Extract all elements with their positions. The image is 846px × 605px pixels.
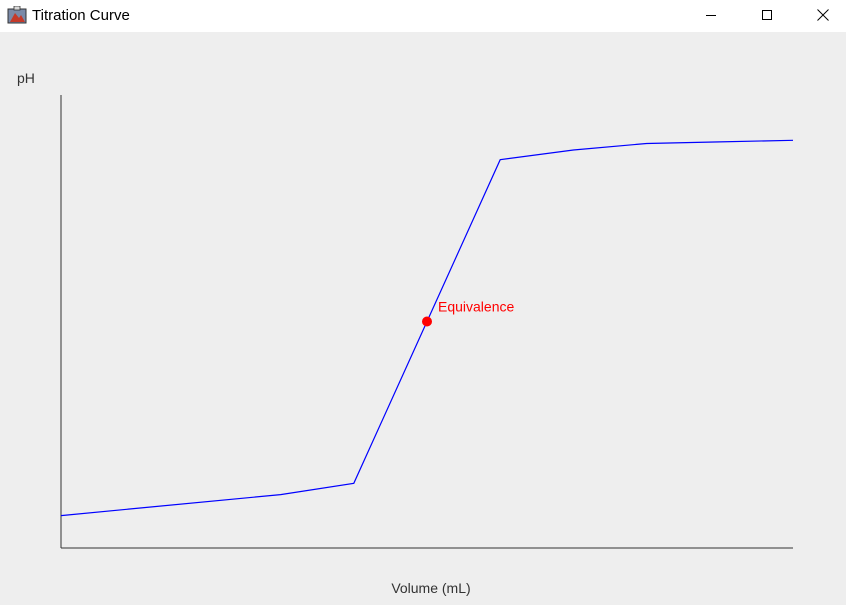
series-line-0	[60, 139, 794, 517]
equivalence-label: Equivalence	[438, 299, 514, 315]
annotation-layer: Equivalence	[422, 299, 514, 327]
window-title: Titration Curve	[32, 7, 130, 24]
titration-chart: pH Volume (mL) Equivalence	[17, 70, 794, 596]
app-icon	[7, 6, 27, 24]
x-axis-label: Volume (mL)	[391, 580, 470, 596]
maximize-button[interactable]	[744, 0, 790, 30]
close-icon	[817, 9, 829, 21]
minimize-button[interactable]	[688, 0, 734, 30]
minimize-icon	[706, 15, 716, 16]
title-bar[interactable]: Titration Curve	[0, 0, 846, 32]
close-button[interactable]	[800, 0, 846, 30]
maximize-icon	[762, 10, 772, 20]
y-axis-label: pH	[17, 70, 35, 86]
equivalence-point-marker	[422, 316, 432, 327]
series-layer	[60, 139, 794, 517]
